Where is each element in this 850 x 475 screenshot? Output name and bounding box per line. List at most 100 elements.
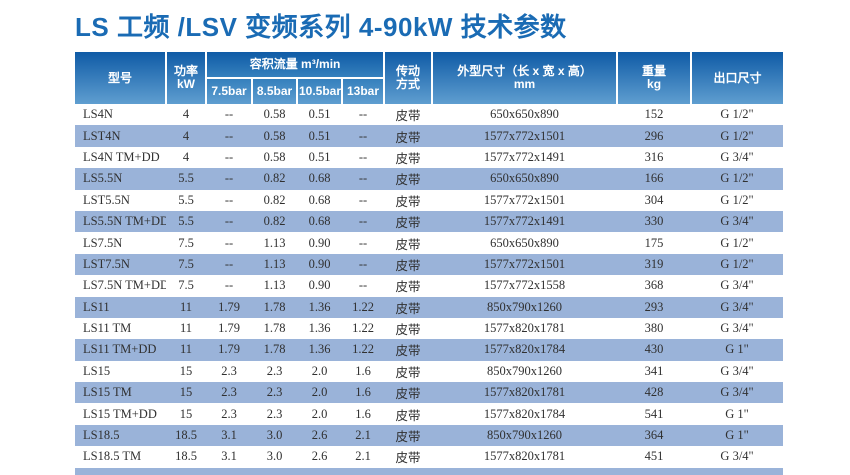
flow-8-5bar-cell: 2.3 [266, 406, 283, 421]
flow-7-5bar-cell: 1.79 [218, 321, 240, 336]
dimensions-cell: 1577x820x1781 [483, 321, 566, 336]
flow-10-5bar-cell: 1.36 [308, 299, 331, 314]
flow-8-5bar-cell: 0.58 [263, 149, 286, 164]
drive-cell: 皮带 [395, 237, 421, 252]
table-row: LS18.5 TM 18.5 3.1 3.0 2.6 2.1 皮带 1577x820x1781… [75, 446, 784, 468]
power-cell: 15 [179, 385, 193, 400]
power-cell: 4 [182, 107, 190, 122]
flow-8-5bar-cell: 0.82 [263, 214, 286, 229]
header-drive-line2: 方式 [396, 77, 421, 91]
weight-cell: 368 [644, 278, 664, 293]
flow-7-5bar-cell: 2.3 [221, 363, 237, 378]
dimensions-cell: 850x790x1260 [487, 299, 563, 314]
outlet-cell: G 1/2" [720, 171, 754, 186]
header-flow-group: 容积流量 m³/min [206, 52, 386, 79]
flow-13bar-cell: -- [358, 171, 368, 186]
outlet-cell: G 3/4" [720, 299, 754, 314]
power-cell: 5.5 [178, 192, 194, 207]
drive-cell: 皮带 [395, 344, 421, 359]
flow-7-5bar-cell: -- [224, 214, 234, 229]
dimensions-cell: 1577x772x1491 [483, 149, 566, 164]
table-row: LS7.5N TM+DD 7.5 -- 1.13 0.90 -- 皮带 1577x772x15… [75, 275, 784, 297]
flow-10-5bar-cell: 0.51 [308, 107, 331, 122]
dimensions-cell: 1577x820x1784 [483, 406, 566, 421]
model-cell: LS11 [83, 299, 110, 314]
drive-cell: 皮带 [395, 301, 421, 316]
power-cell: 18.5 [175, 428, 197, 443]
weight-cell: 296 [644, 128, 664, 143]
power-cell: 11 [179, 299, 193, 314]
weight-cell: 293 [644, 299, 664, 314]
header-bar-row: 7.5bar 8.5bar 10.5bar 13bar [75, 78, 783, 104]
flow-7-5bar-cell: -- [224, 128, 234, 143]
model-cell: LS7.5N TM+DD [83, 278, 166, 293]
flow-10-5bar-cell: 0.68 [308, 171, 331, 186]
flow-13bar-cell: 1.6 [355, 363, 371, 378]
drive-cell: 皮带 [395, 387, 421, 402]
flow-8-5bar-cell: 0.58 [263, 107, 286, 122]
flow-13bar-cell: 1.22 [352, 299, 374, 314]
table-row: LS15 TM+DD 15 2.3 2.3 2.0 1.6 皮带 1577x820x1784 5… [75, 403, 784, 425]
table-row: LST7.5N 7.5 -- 1.13 0.90 -- 皮带 1577x772x1501 319… [75, 253, 784, 276]
header-outlet: 出口尺寸 [691, 52, 784, 104]
flow-7-5bar-cell: 1.79 [218, 299, 240, 314]
flow-10-5bar-cell: 2.0 [311, 363, 328, 378]
outlet-cell: G 1" [725, 428, 749, 443]
dimensions-cell: 650x650x890 [490, 235, 559, 250]
flow-7-5bar-cell: -- [224, 107, 234, 122]
dimensions-cell: 1577x820x1781 [483, 385, 566, 400]
model-cell: LS5.5N [83, 171, 123, 186]
table-row: LS11 TM+DD 11 1.79 1.78 1.36 1.22 皮带 1577x820x1… [75, 339, 784, 361]
drive-cell: 皮带 [395, 151, 421, 166]
table-row: LS11 TM 11 1.79 1.78 1.36 1.22 皮带 1577x820x1781… [75, 317, 784, 340]
drive-cell: 皮带 [395, 130, 421, 145]
flow-8-5bar-cell: 3.0 [266, 449, 283, 464]
header-power-line1: 功率 [173, 64, 198, 78]
weight-cell: 304 [644, 192, 664, 207]
model-cell: LST4N [83, 128, 121, 143]
model-cell: LS5.5N TM+DD [83, 214, 166, 229]
table-body: LS4N 4 -- 0.58 0.51 -- 皮带 650x650x890 152 G 1/2" L… [75, 104, 784, 468]
header-flow-col: 8.5bar [252, 78, 298, 104]
drive-cell: 皮带 [395, 451, 421, 466]
outlet-cell: G 3/4" [720, 363, 754, 378]
flow-13bar-cell: 1.22 [352, 321, 374, 336]
header-flow-col: 7.5bar [206, 78, 253, 104]
power-cell: 5.5 [178, 214, 194, 229]
model-cell: LS18.5 TM [83, 449, 142, 464]
dimensions-cell: 1577x772x1558 [483, 278, 566, 293]
outlet-cell: G 3/4" [720, 385, 754, 400]
flow-13bar-cell: -- [358, 278, 368, 293]
flow-10-5bar-cell: 2.0 [311, 406, 328, 421]
drive-cell: 皮带 [395, 194, 421, 209]
weight-cell: 541 [644, 406, 664, 421]
table-row: LS15 TM 15 2.3 2.3 2.0 1.6 皮带 1577x820x1781 428 G… [75, 382, 784, 404]
model-cell: LS4N [83, 107, 113, 122]
weight-cell: 175 [644, 235, 664, 250]
header-power-line2: kW [177, 77, 195, 91]
dimensions-cell: 1577x820x1784 [483, 342, 566, 357]
dimensions-cell: 1577x820x1781 [483, 449, 566, 464]
model-cell: LS11 TM+DD [83, 342, 157, 357]
power-cell: 18.5 [175, 449, 197, 464]
flow-13bar-cell: -- [358, 256, 368, 271]
flow-13bar-cell: -- [358, 149, 368, 164]
flow-13bar-cell: 1.6 [355, 385, 371, 400]
model-cell: LS15 [83, 363, 111, 378]
flow-13bar-cell: -- [358, 128, 368, 143]
model-cell: LS15 TM [83, 385, 132, 400]
header-drive-line1: 传动 [396, 64, 421, 78]
flow-10-5bar-cell: 2.6 [311, 428, 328, 443]
weight-cell: 152 [644, 107, 664, 122]
flow-8-5bar-cell: 0.82 [263, 171, 286, 186]
outlet-cell: G 3/4" [720, 278, 754, 293]
table-row: LS5.5N 5.5 -- 0.82 0.68 -- 皮带 650x650x890 166 G 1… [75, 168, 784, 190]
outlet-cell: G 3/4" [720, 214, 754, 229]
flow-8-5bar-cell: 1.78 [263, 299, 286, 314]
outlet-cell: G 1/2" [720, 192, 754, 207]
table-row: LS4N TM+DD 4 -- 0.58 0.51 -- 皮带 1577x772x1491 31… [75, 146, 784, 169]
drive-cell: 皮带 [395, 323, 421, 338]
flow-8-5bar-cell: 2.3 [266, 363, 283, 378]
outlet-cell: G 1" [725, 406, 749, 421]
flow-8-5bar-cell: 1.78 [263, 321, 286, 336]
